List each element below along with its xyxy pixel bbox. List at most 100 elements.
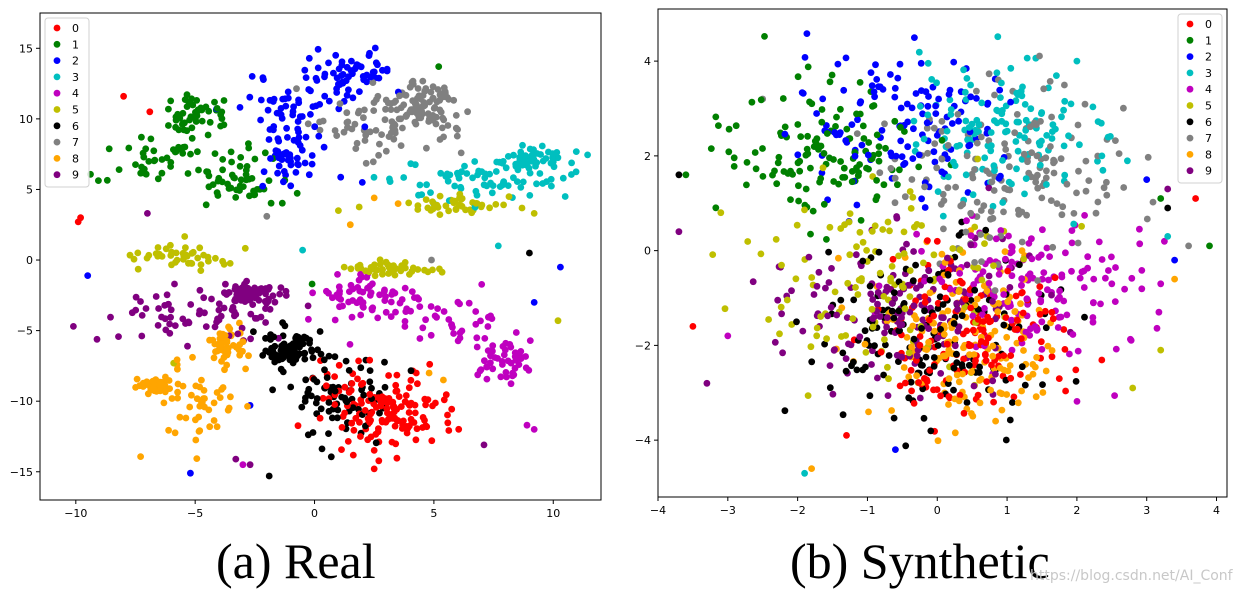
point-class-6 — [895, 307, 903, 315]
point-class-1 — [154, 175, 162, 183]
point-class-6 — [381, 358, 388, 366]
point-class-0 — [74, 218, 82, 226]
point-class-4 — [1076, 274, 1084, 282]
legend-marker-7 — [53, 138, 61, 146]
point-class-0 — [937, 392, 944, 400]
point-class-1 — [820, 150, 828, 157]
point-class-7 — [1092, 209, 1100, 217]
point-class-9 — [874, 300, 881, 308]
axes-frame — [657, 8, 1228, 498]
point-class-7 — [352, 145, 360, 153]
point-class-6 — [301, 398, 309, 405]
point-class-4 — [1153, 324, 1161, 332]
point-class-4 — [1090, 299, 1097, 306]
point-class-5 — [807, 343, 815, 351]
point-class-7 — [406, 83, 414, 91]
point-class-7 — [438, 124, 446, 132]
point-class-9 — [187, 301, 195, 308]
point-class-1 — [211, 98, 218, 106]
point-class-9 — [115, 333, 122, 340]
point-class-5 — [402, 264, 409, 272]
point-class-9 — [241, 280, 248, 288]
point-class-9 — [893, 213, 900, 220]
point-class-5 — [869, 323, 877, 331]
point-class-1 — [757, 96, 765, 104]
point-class-9 — [269, 292, 277, 300]
point-class-2 — [325, 97, 333, 105]
point-class-4 — [382, 308, 390, 316]
point-class-7 — [1026, 123, 1034, 131]
point-class-1 — [183, 91, 191, 99]
point-class-3 — [519, 178, 527, 186]
point-class-3 — [965, 124, 973, 131]
point-class-1 — [826, 78, 834, 86]
point-class-7 — [977, 231, 984, 238]
point-class-9 — [271, 298, 279, 306]
point-class-1 — [796, 167, 804, 175]
point-class-9 — [167, 313, 175, 321]
x-tick-label: 2 — [1073, 504, 1080, 517]
point-class-8 — [1003, 333, 1011, 341]
point-class-8 — [931, 327, 938, 335]
point-class-6 — [890, 314, 898, 322]
point-class-7 — [954, 110, 962, 118]
point-class-2 — [279, 150, 287, 158]
point-class-4 — [1069, 331, 1077, 338]
point-class-3 — [517, 148, 525, 156]
point-class-8 — [174, 388, 182, 396]
point-class-4 — [1121, 285, 1128, 293]
point-class-8 — [945, 401, 952, 408]
point-class-6 — [896, 327, 903, 334]
legend-label-9: 9 — [1205, 165, 1212, 178]
point-class-4 — [481, 357, 488, 365]
point-class-5 — [468, 209, 476, 217]
point-class-2 — [898, 153, 906, 161]
point-class-2 — [305, 171, 313, 179]
point-class-7 — [444, 122, 452, 129]
point-class-1 — [875, 150, 883, 158]
point-class-6 — [888, 307, 896, 315]
point-class-8 — [239, 338, 247, 346]
point-class-5 — [500, 201, 507, 209]
point-class-4 — [473, 334, 481, 342]
point-class-9 — [142, 305, 150, 312]
point-class-3 — [924, 111, 932, 119]
point-class-4 — [921, 277, 928, 285]
point-class-5 — [167, 241, 174, 249]
point-class-2 — [879, 86, 887, 93]
point-class-0 — [391, 422, 399, 430]
point-class-9 — [898, 321, 906, 328]
point-class-1 — [730, 154, 738, 162]
point-class-0 — [378, 416, 386, 424]
point-class-1 — [105, 145, 113, 153]
point-class-4 — [483, 375, 491, 383]
point-class-5 — [813, 324, 821, 332]
point-class-9 — [831, 346, 838, 353]
point-class-1 — [198, 117, 206, 125]
point-class-1 — [219, 166, 227, 174]
point-class-1 — [751, 149, 759, 156]
point-class-5 — [197, 267, 205, 274]
point-class-2 — [359, 73, 367, 80]
point-class-0 — [877, 348, 885, 356]
point-class-0 — [1007, 352, 1015, 359]
point-class-5 — [823, 335, 830, 343]
point-class-4 — [408, 288, 416, 295]
point-class-2 — [187, 469, 194, 477]
point-class-2 — [335, 105, 343, 113]
point-class-5 — [868, 305, 876, 313]
point-class-1 — [209, 181, 217, 189]
point-class-9 — [749, 278, 757, 286]
point-class-1 — [184, 170, 192, 177]
point-class-3 — [1065, 132, 1072, 140]
point-class-4 — [305, 315, 312, 323]
point-class-7 — [369, 158, 377, 166]
legend-marker-0 — [1186, 20, 1194, 28]
point-class-5 — [884, 363, 891, 371]
point-class-4 — [1111, 298, 1119, 305]
point-class-7 — [881, 120, 888, 128]
point-class-3 — [510, 174, 517, 182]
point-class-4 — [376, 291, 383, 299]
point-class-5 — [405, 199, 413, 207]
